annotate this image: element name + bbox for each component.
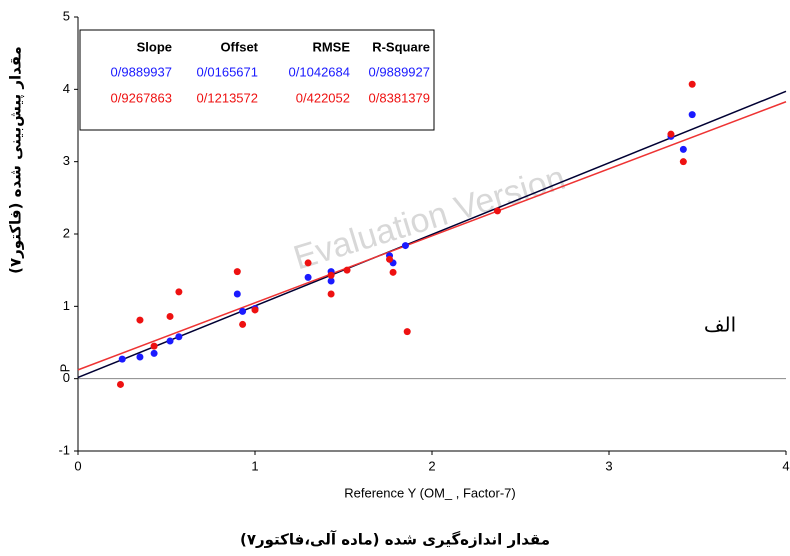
stats-value: 0/9267863 xyxy=(111,90,172,105)
point xyxy=(136,316,144,324)
fit-line xyxy=(77,101,787,371)
x-axis-label: Reference Y (OM_ , Factor-7) xyxy=(344,485,515,500)
point xyxy=(239,307,247,315)
stats-value: 0/8381379 xyxy=(369,90,430,105)
stats-header: RMSE xyxy=(312,39,350,54)
point xyxy=(251,306,259,314)
stats-value: 0/9889927 xyxy=(369,64,430,79)
annotation: الف xyxy=(704,313,736,337)
point xyxy=(401,242,409,250)
x-title: مقدار اندازه‌گیری شده (ماده آلی،فاکتور۷) xyxy=(240,531,550,549)
stats-value: 0/1042684 xyxy=(289,64,350,79)
point xyxy=(493,207,501,215)
point xyxy=(688,80,696,88)
x-tick-label: 2 xyxy=(428,458,435,473)
point xyxy=(150,349,158,357)
point xyxy=(136,353,144,361)
y-tick-label: 4 xyxy=(63,81,70,96)
x-tick-label: 1 xyxy=(251,458,258,473)
point xyxy=(233,268,241,276)
y-axis-label: P xyxy=(57,364,72,373)
point xyxy=(386,255,394,263)
y-tick-label: 5 xyxy=(63,8,70,23)
stats-header: Slope xyxy=(137,39,172,54)
x-tick-label: 4 xyxy=(782,458,789,473)
y-tick-label: 3 xyxy=(63,153,70,168)
point xyxy=(166,337,174,345)
point xyxy=(239,320,247,328)
point xyxy=(304,273,312,281)
point xyxy=(166,312,174,320)
stats-value: 0/9889937 xyxy=(111,64,172,79)
watermark: Evaluation Version xyxy=(289,159,569,278)
point xyxy=(688,111,696,119)
stats-value: 0/422052 xyxy=(296,90,350,105)
stats-header: R-Square xyxy=(372,39,430,54)
y-tick-label: 0 xyxy=(63,370,70,385)
point xyxy=(116,380,124,388)
point xyxy=(327,271,335,279)
point xyxy=(403,328,411,336)
fit-line xyxy=(77,90,787,379)
stats-value: 0/1213572 xyxy=(197,90,258,105)
stats-value: 0/0165671 xyxy=(197,64,258,79)
point xyxy=(389,268,397,276)
point xyxy=(118,355,126,363)
point xyxy=(175,333,183,341)
y-tick-label: 2 xyxy=(63,225,70,240)
x-tick-label: 3 xyxy=(605,458,612,473)
stats-header: Offset xyxy=(220,39,258,54)
x-tick-label: 0 xyxy=(74,458,81,473)
point xyxy=(343,266,351,274)
stats-box xyxy=(79,29,435,131)
point xyxy=(679,158,687,166)
point xyxy=(304,259,312,267)
point xyxy=(233,290,241,298)
y-tick-label: 1 xyxy=(63,298,70,313)
point xyxy=(150,342,158,350)
y-tick-label: -1 xyxy=(58,442,70,457)
point xyxy=(327,290,335,298)
point xyxy=(667,130,675,138)
point xyxy=(679,145,687,153)
point xyxy=(327,277,335,285)
y-title: مقدار پیش‌بینی شده (فاکتور۷) xyxy=(7,46,26,274)
point xyxy=(175,288,183,296)
